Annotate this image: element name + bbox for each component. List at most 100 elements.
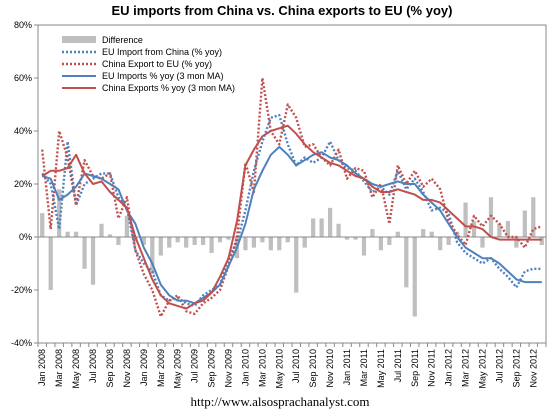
difference-bar bbox=[336, 223, 341, 237]
series-line-4 bbox=[41, 124, 542, 310]
x-tick-label: Mar 2010 bbox=[257, 349, 267, 387]
difference-bar bbox=[260, 237, 265, 243]
difference-bar bbox=[480, 237, 485, 248]
x-tick-label: May 2012 bbox=[478, 349, 488, 389]
x-tick-label: Nov 2011 bbox=[427, 349, 437, 387]
x-tick-label: Sep 2008 bbox=[105, 349, 115, 388]
x-tick-label: Sep 2010 bbox=[308, 349, 318, 388]
x-tick-label: May 2009 bbox=[173, 349, 183, 389]
x-tick-label: Mar 2011 bbox=[359, 349, 369, 386]
x-tick-label: Jan 2012 bbox=[444, 349, 454, 386]
y-tick-label: -40% bbox=[11, 338, 32, 348]
y-axis: 80% 60% 40% 20% 0% -20% -40% bbox=[11, 20, 38, 348]
difference-bar bbox=[294, 237, 299, 293]
difference-bar bbox=[497, 223, 502, 237]
difference-bar bbox=[370, 229, 375, 237]
source-url: http://www.alsosprachanalyst.com bbox=[191, 394, 370, 409]
series-lines bbox=[41, 76, 543, 318]
difference-bar bbox=[344, 237, 350, 240]
difference-bar bbox=[361, 237, 367, 256]
difference-bar bbox=[158, 237, 163, 256]
difference-bar bbox=[192, 237, 197, 245]
x-tick-label: Jul 2011 bbox=[393, 349, 403, 382]
difference-bar bbox=[505, 221, 511, 237]
difference-bar bbox=[302, 237, 307, 248]
difference-bar bbox=[412, 237, 417, 317]
difference-bar bbox=[446, 237, 451, 245]
x-tick-label: Jan 2009 bbox=[139, 349, 149, 386]
difference-bar bbox=[429, 231, 434, 237]
difference-bar bbox=[463, 202, 468, 237]
difference-bar bbox=[438, 237, 443, 251]
difference-bar bbox=[184, 237, 189, 248]
x-tick-label: Jul 2012 bbox=[494, 349, 504, 383]
y-tick-label: 60% bbox=[14, 73, 32, 83]
difference-bar bbox=[319, 218, 324, 237]
difference-bar bbox=[167, 237, 172, 248]
difference-bar bbox=[48, 237, 53, 290]
x-tick-label: Jan 2011 bbox=[342, 349, 352, 385]
legend-label: EU Import from China (% yoy) bbox=[102, 47, 222, 57]
difference-bar bbox=[116, 237, 121, 245]
difference-bar bbox=[73, 231, 79, 237]
x-tick-label: Nov 2012 bbox=[528, 349, 538, 388]
difference-bar bbox=[471, 221, 477, 237]
chart-title: EU imports from China vs. China exports … bbox=[112, 3, 453, 18]
y-tick-label: -20% bbox=[11, 285, 32, 295]
legend-swatch bbox=[62, 36, 96, 43]
difference-bars bbox=[38, 189, 546, 317]
legend-label: China Exports % yoy (3 mon MA) bbox=[102, 83, 235, 93]
difference-bar bbox=[65, 231, 70, 237]
x-tick-label: Nov 2009 bbox=[224, 349, 234, 388]
x-tick-label: Jul 2010 bbox=[291, 349, 301, 383]
difference-bar bbox=[327, 207, 333, 237]
difference-bar bbox=[285, 237, 290, 243]
x-tick-label: Sep 2012 bbox=[511, 349, 521, 388]
difference-bar bbox=[57, 189, 62, 237]
difference-bar bbox=[90, 237, 96, 285]
difference-bar bbox=[107, 234, 113, 237]
difference-bar bbox=[82, 237, 87, 269]
difference-bar bbox=[522, 210, 527, 237]
difference-bar bbox=[175, 237, 180, 243]
x-tick-label: Nov 2008 bbox=[122, 349, 132, 388]
y-tick-label: 20% bbox=[14, 179, 32, 189]
x-tick-label: Sep 2009 bbox=[207, 349, 217, 388]
difference-bar bbox=[99, 223, 104, 237]
legend-label: Difference bbox=[102, 35, 143, 45]
y-tick-label: 0% bbox=[19, 232, 32, 242]
legend: Difference EU Import from China (% yoy) Ch… bbox=[62, 35, 235, 93]
difference-bar bbox=[268, 237, 273, 251]
y-tick-label: 80% bbox=[14, 20, 32, 30]
x-tick-label: Jul 2009 bbox=[190, 349, 200, 383]
difference-bar bbox=[150, 237, 155, 275]
difference-bar bbox=[378, 237, 384, 251]
x-tick-label: Jan 2008 bbox=[37, 349, 47, 386]
x-tick-label: Mar 2009 bbox=[156, 349, 166, 387]
difference-bar bbox=[40, 213, 45, 237]
difference-bar bbox=[454, 231, 460, 237]
difference-bar bbox=[200, 237, 206, 245]
x-tick-label: May 2008 bbox=[71, 349, 81, 389]
legend-label: EU Imports % yoy (3 mon MA) bbox=[102, 71, 224, 81]
x-tick-label: Jan 2010 bbox=[240, 349, 250, 386]
difference-bar bbox=[277, 237, 282, 251]
difference-bar bbox=[514, 237, 519, 248]
difference-bar bbox=[209, 237, 214, 253]
difference-bar bbox=[531, 197, 536, 237]
x-tick-label: Sep 2011 bbox=[410, 349, 420, 387]
x-tick-label: Nov 2010 bbox=[325, 349, 335, 388]
difference-bar bbox=[404, 237, 409, 288]
difference-bar bbox=[539, 237, 544, 245]
difference-bar bbox=[353, 237, 358, 240]
difference-bar bbox=[251, 237, 257, 248]
x-tick-label: Mar 2012 bbox=[461, 349, 471, 387]
x-tick-label: Jul 2008 bbox=[88, 349, 98, 383]
difference-bar bbox=[226, 237, 231, 240]
difference-bar bbox=[421, 229, 426, 237]
difference-bar bbox=[141, 237, 146, 245]
difference-bar bbox=[311, 218, 316, 237]
series-line-2 bbox=[41, 76, 543, 318]
difference-bar bbox=[133, 237, 138, 243]
